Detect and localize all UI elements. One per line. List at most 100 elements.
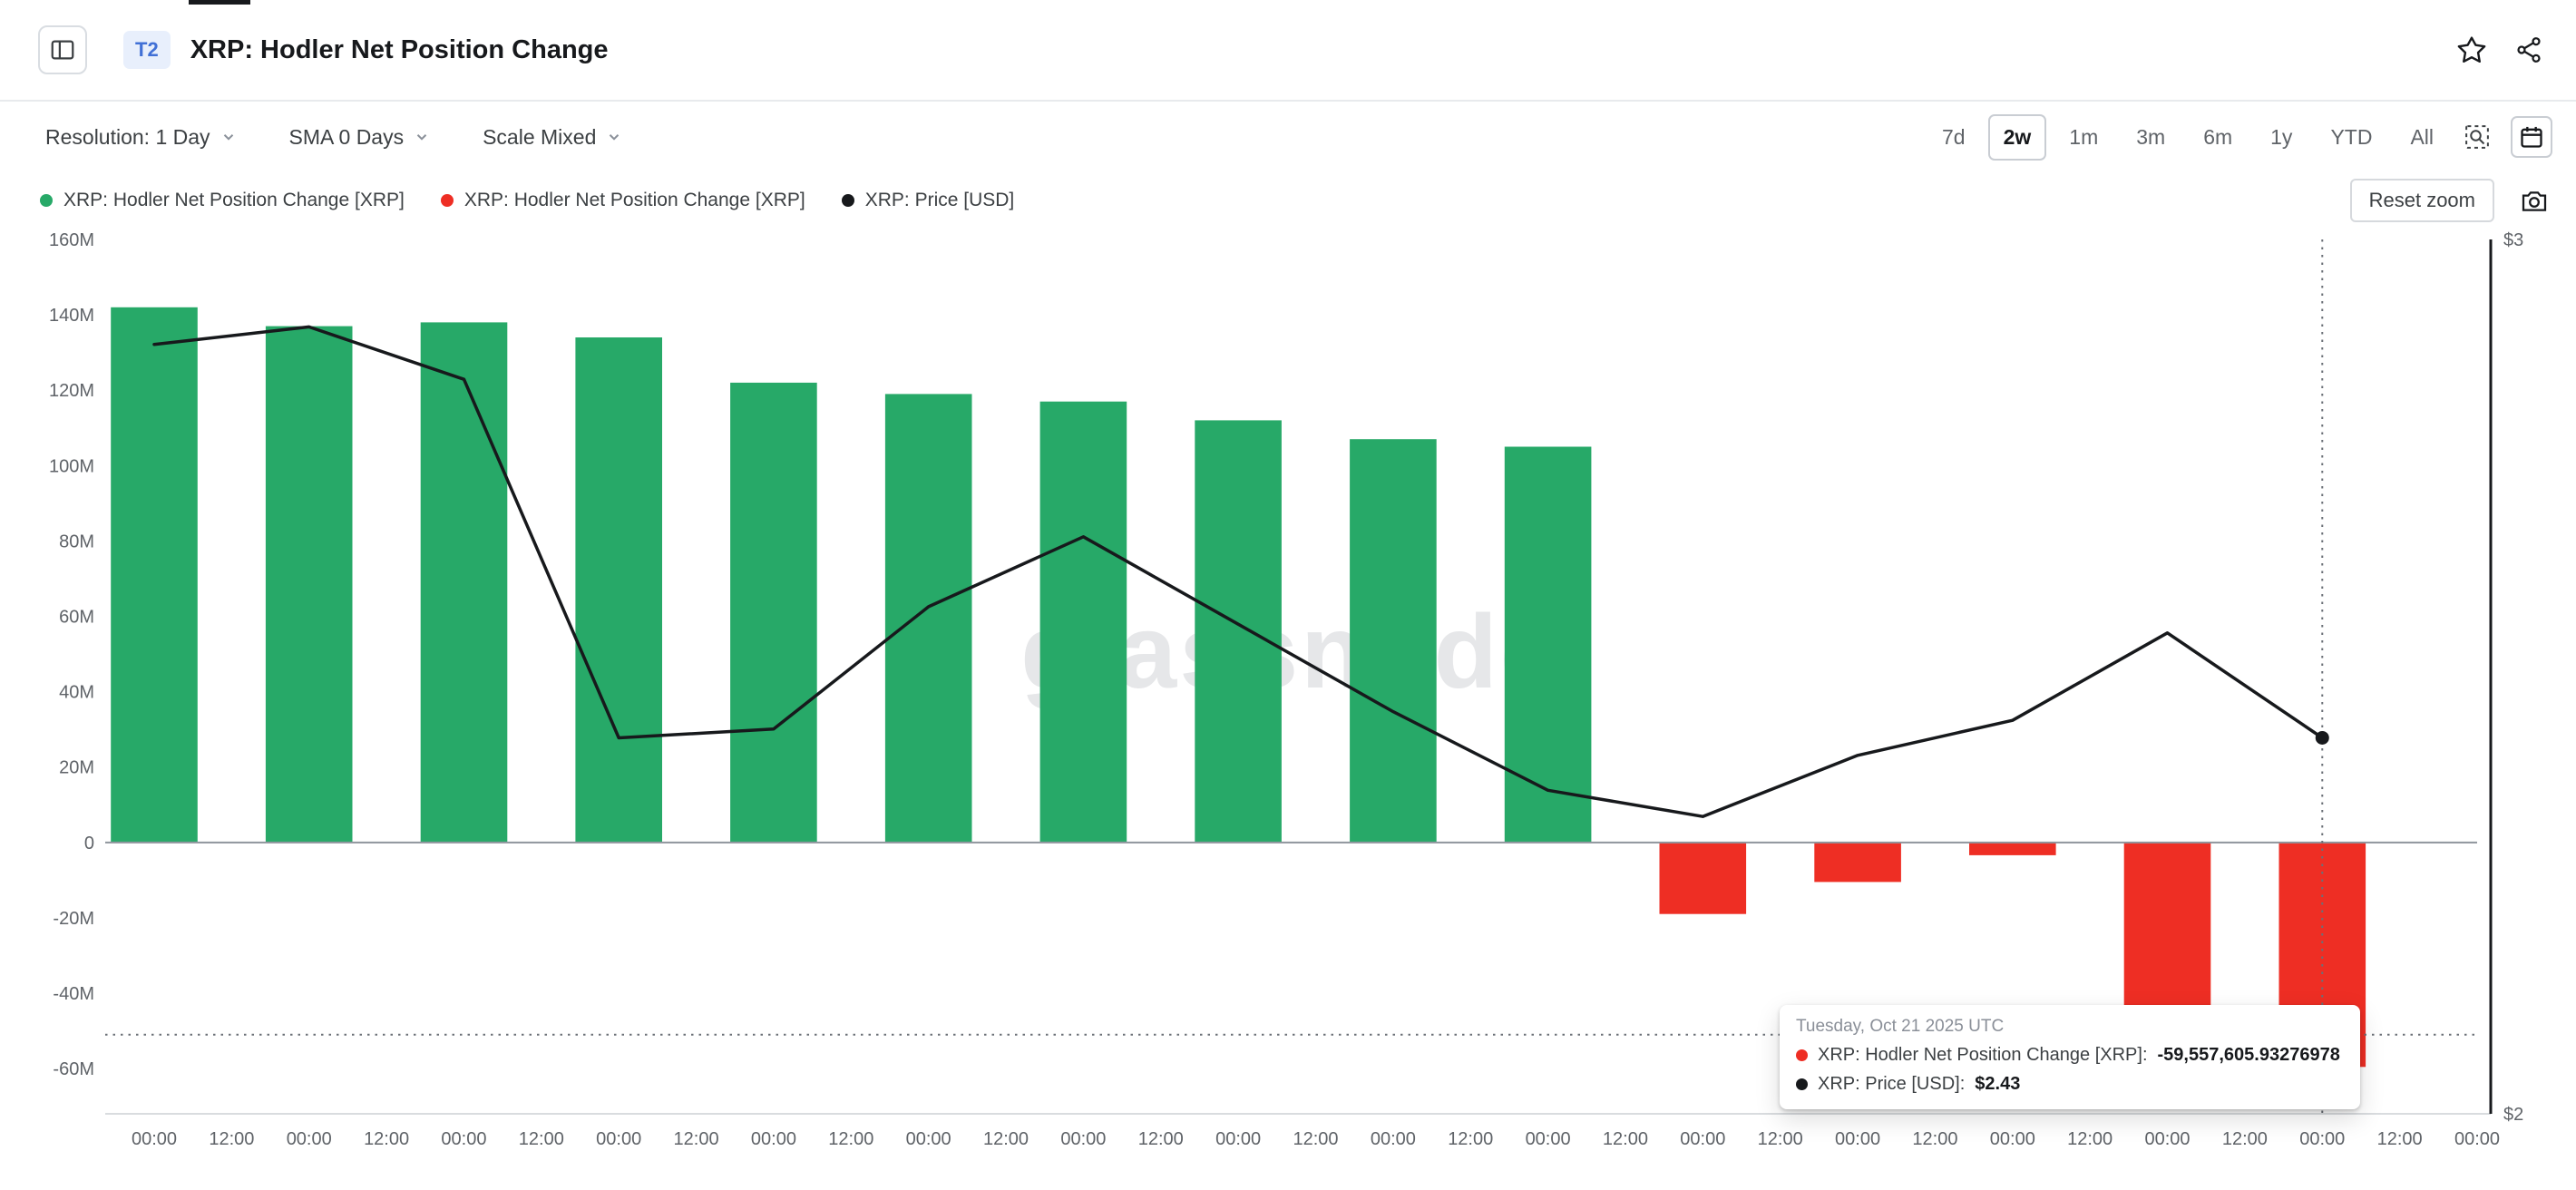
axis-label: 12:00 [1293, 1129, 1338, 1149]
price-line[interactable] [152, 325, 2325, 818]
tooltip-row-label: XRP: Price [USD]: [1818, 1074, 1966, 1094]
axis-label: 12:00 [519, 1129, 564, 1149]
sma-dropdown[interactable]: SMA 0 Days [284, 124, 436, 151]
axis-label: 00:00 [1526, 1129, 1571, 1149]
legend-label: XRP: Hodler Net Position Change [XRP] [63, 190, 405, 210]
range-1m-button[interactable]: 1m [2054, 114, 2113, 161]
axis-label: 00:00 [1371, 1129, 1416, 1149]
axis-label: 00:00 [1990, 1129, 2035, 1149]
range-ytd-button[interactable]: YTD [2315, 114, 2387, 161]
range-7d-button[interactable]: 7d [1927, 114, 1981, 161]
axis-label: 00:00 [132, 1129, 177, 1149]
active-tab-indicator [189, 0, 250, 5]
tooltip-date: Tuesday, Oct 21 2025 UTC [1796, 1017, 2005, 1036]
axis-label: 12:00 [364, 1129, 409, 1149]
reset-zoom-button[interactable]: Reset zoom [2349, 179, 2494, 222]
sidebar-toggle-button[interactable] [38, 25, 87, 74]
axis-label: 80M [59, 532, 94, 551]
chart-area: glassnode 160M 140M 120M 100M 80M 60M 40M 20M 0-… [0, 229, 2576, 1190]
sma-dropdown-label: SMA 0 Days [288, 124, 405, 149]
share-icon [2514, 35, 2543, 64]
screenshot-button[interactable] [2520, 186, 2549, 215]
net-position-bar[interactable] [420, 322, 508, 843]
scale-dropdown-label: Scale Mixed [483, 124, 597, 149]
axis-label: 160M [49, 230, 94, 250]
axis-label: 00:00 [596, 1129, 641, 1149]
axis-label: $2 [2503, 1105, 2523, 1125]
range-2w-button[interactable]: 2w [1987, 113, 2047, 161]
axis-label: 00:00 [2145, 1129, 2191, 1149]
net-position-bar[interactable] [1504, 446, 1592, 843]
axis-label: 00:00 [1215, 1129, 1261, 1149]
calendar-icon [2519, 124, 2544, 150]
axis-label: 40M [59, 683, 94, 703]
range-all-button[interactable]: All [2395, 114, 2449, 161]
resolution-dropdown-label: Resolution: 1 Day [45, 124, 210, 149]
axis-label: 12:00 [1138, 1129, 1184, 1149]
range-6m-button[interactable]: 6m [2188, 114, 2248, 161]
resolution-dropdown[interactable]: Resolution: 1 Day [40, 124, 242, 151]
net-position-bar[interactable] [1814, 842, 1901, 883]
axis-label: 00:00 [2454, 1129, 2500, 1149]
net-position-bar[interactable] [1969, 842, 2056, 855]
axis-label: 60M [59, 608, 94, 628]
net-position-bar[interactable] [575, 337, 662, 843]
net-position-bar[interactable] [2123, 842, 2211, 1037]
app-header: T2 XRP: Hodler Net Position Change [0, 0, 2576, 102]
axis-label: 0 [84, 834, 94, 853]
net-position-bar[interactable] [111, 307, 198, 843]
net-position-bar[interactable] [1350, 439, 1437, 843]
chart-tooltip: Tuesday, Oct 21 2025 UTC XRP: Hodler Net… [1780, 1005, 2360, 1109]
legend-bar: XRP: Hodler Net Position Change [XRP] XR… [0, 172, 2576, 229]
axis-label: 00:00 [287, 1129, 332, 1149]
axis-label: 00:00 [1835, 1129, 1880, 1149]
axis-label: -20M [53, 909, 94, 929]
net-position-bar[interactable] [1195, 420, 1282, 843]
tooltip-row-value: $2.43 [1975, 1074, 2021, 1094]
axis-label: 00:00 [906, 1129, 951, 1149]
date-picker-button[interactable] [2511, 116, 2552, 158]
axis-label: 12:00 [2067, 1129, 2113, 1149]
legend-label: XRP: Price [USD] [864, 190, 1015, 210]
chart-toolbar: Resolution: 1 Day SMA 0 Days Scale Mixed… [0, 102, 2576, 172]
axis-label: 12:00 [1603, 1129, 1648, 1149]
zoom-select-button[interactable] [2456, 116, 2498, 158]
axis-label: -60M [53, 1059, 94, 1079]
scale-dropdown[interactable]: Scale Mixed [477, 124, 628, 151]
time-range-group: 7d 2w 1m 3m 6m 1y YTD All [1927, 113, 2552, 161]
share-button[interactable] [2514, 35, 2543, 64]
chart-canvas[interactable]: 160M 140M 120M 100M 80M 60M 40M 20M 0 -20M -40M -60… [0, 229, 2576, 1190]
tooltip-row-price: XRP: Price [USD]: $2.43 [1796, 1074, 2340, 1095]
axis-label: 00:00 [1060, 1129, 1106, 1149]
tooltip-dot-red [1796, 1049, 1808, 1061]
price-point-marker [2315, 730, 2329, 745]
tooltip-dot-black [1796, 1078, 1808, 1090]
axis-label: 00:00 [2299, 1129, 2345, 1149]
axis-label: -40M [53, 984, 94, 1004]
legend-item-hodler-negative[interactable]: XRP: Hodler Net Position Change [XRP] [440, 190, 805, 211]
favorite-button[interactable] [2456, 34, 2487, 65]
tooltip-row-label: XRP: Hodler Net Position Change [XRP]: [1818, 1045, 2148, 1065]
legend-item-hodler-positive[interactable]: XRP: Hodler Net Position Change [XRP] [40, 190, 405, 211]
axis-label: 100M [49, 456, 94, 476]
chevron-down-icon [220, 129, 237, 145]
net-position-bar[interactable] [265, 326, 353, 843]
axis-label: 12:00 [1912, 1129, 1957, 1149]
net-position-bar[interactable] [884, 394, 972, 843]
camera-icon [2520, 186, 2549, 215]
axis-label: 140M [49, 306, 94, 326]
legend-dot-black [841, 194, 854, 207]
axis-label: 00:00 [1680, 1129, 1725, 1149]
axis-label: 12:00 [1448, 1129, 1493, 1149]
axis-label: 00:00 [751, 1129, 796, 1149]
axis-label: 12:00 [2377, 1129, 2423, 1149]
range-3m-button[interactable]: 3m [2121, 114, 2181, 161]
legend-item-price[interactable]: XRP: Price [USD] [841, 190, 1015, 211]
net-position-bar[interactable] [1039, 401, 1127, 843]
axis-label: 00:00 [441, 1129, 486, 1149]
axis-label: 120M [49, 381, 94, 401]
net-position-bar[interactable] [730, 382, 817, 843]
net-position-bar[interactable] [1659, 842, 1747, 914]
range-1y-button[interactable]: 1y [2255, 114, 2308, 161]
axis-label: 20M [59, 758, 94, 778]
